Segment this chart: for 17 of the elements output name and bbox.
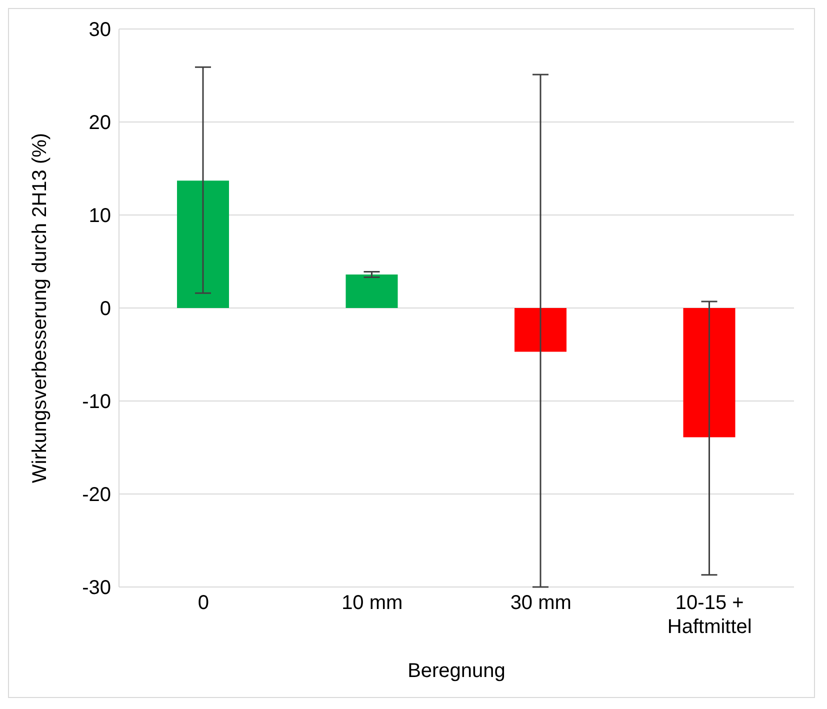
bar [683,308,736,438]
x-tick-label: 10 mm [342,592,403,614]
bar [514,308,566,352]
x-tick-label: 10-15 + Haftmittel [667,592,752,638]
bar [346,274,398,308]
x-axis-title: Beregnung [408,660,506,682]
y-tick-label: 10 [88,205,111,228]
y-tick-label: -10 [82,391,111,414]
y-tick-label: 0 [100,298,111,320]
y-tick-label: -30 [82,577,111,600]
x-tick-label: 30 mm [510,592,572,614]
y-tick-label: 30 [88,19,111,42]
y-tick-label: -20 [82,484,111,506]
y-tick-label: 20 [88,112,111,134]
x-tick-label: 0 [198,592,209,614]
bar [177,180,229,308]
y-axis-title: Wirkungsverbesserung durch 2H13 (%) [29,132,52,484]
